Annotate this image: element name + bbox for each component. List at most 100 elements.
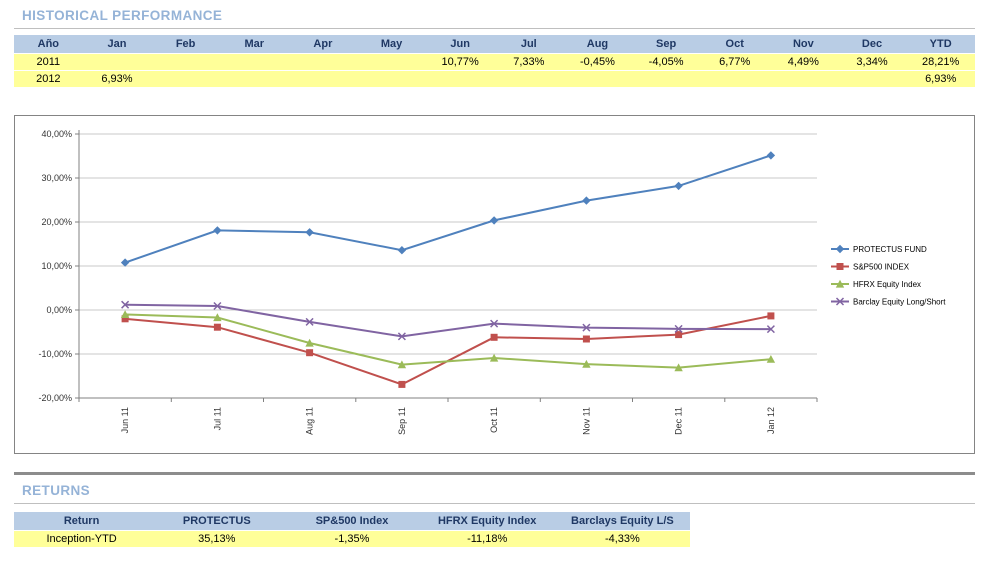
data-point (835, 244, 845, 254)
column-header: Aug (563, 35, 632, 54)
column-header: Año (14, 35, 83, 54)
y-axis-label: -10,00% (38, 349, 72, 359)
data-point (121, 300, 130, 309)
data-point (674, 363, 683, 372)
column-header: Barclays Equity L/S (554, 512, 690, 531)
table-cell: 3,34% (837, 53, 907, 71)
column-header: Return (14, 512, 150, 531)
header-row: Return PROTECTUS SP&500 Index HFRX Equity I… (14, 512, 690, 531)
column-header: Nov (769, 35, 838, 54)
table-cell (82, 53, 152, 71)
table-cell: -1,35% (284, 530, 420, 547)
data-point (398, 380, 406, 388)
table-cell: 7,33% (494, 53, 564, 71)
column-header: SP&500 Index (284, 512, 420, 531)
table-cell (769, 70, 838, 87)
x-axis-label: Jan 12 (766, 407, 776, 434)
table-cell: 4,49% (769, 53, 838, 71)
table-cell: -0,45% (563, 53, 632, 71)
data-point (835, 279, 845, 288)
table-cell (837, 70, 907, 87)
table-cell (425, 70, 495, 87)
series-line (125, 303, 771, 338)
data-point (397, 246, 407, 255)
table-cell: 6,93% (906, 70, 975, 87)
data-point (305, 338, 314, 347)
column-header: HFRX Equity Index (419, 512, 555, 531)
table-row: Inception-YTD 35,13% -1,35% -11,18% -4,33% (14, 530, 690, 547)
table-cell (631, 70, 701, 87)
data-point (306, 349, 314, 357)
table-row: 2012 6,93% 6,93% (14, 70, 975, 87)
data-point (489, 353, 499, 362)
column-header: Mar (219, 35, 289, 54)
performance-chart-svg: 40,00% 30,00% 20,00% 10,00% 0,00% -10,00% -20,… (38, 129, 946, 435)
data-point (674, 181, 683, 191)
title-divider (14, 503, 975, 504)
y-axis-label: -20,00% (38, 393, 72, 403)
historical-performance-title: HISTORICAL PERFORMANCE (22, 8, 223, 23)
x-axis-label: Sep 11 (397, 407, 407, 435)
data-point (213, 301, 222, 311)
data-point (490, 319, 499, 328)
table-cell: 2011 (14, 53, 83, 71)
x-axis-label: Oct 11 (489, 407, 499, 433)
data-point (674, 324, 683, 333)
column-header: May (357, 35, 426, 54)
legend-label: PROTECTUS FUND (853, 245, 927, 254)
table-cell: -4,33% (554, 530, 690, 547)
data-point (213, 226, 222, 235)
column-header: Jun (425, 35, 495, 54)
table-cell: -4,05% (631, 53, 701, 71)
y-axis-label: 0,00% (46, 305, 72, 315)
table-cell (151, 70, 220, 87)
table-cell: 6,77% (700, 53, 770, 71)
series-line (124, 154, 772, 264)
data-point (766, 325, 775, 334)
x-axis-label: Dec 11 (674, 407, 684, 435)
column-header: Sep (631, 35, 701, 54)
data-point (766, 151, 776, 160)
legend-label: S&P500 INDEX (853, 263, 910, 272)
table-cell (357, 53, 426, 71)
data-point (675, 331, 683, 339)
data-point (835, 297, 845, 306)
series-line (125, 313, 771, 369)
data-point (582, 196, 591, 205)
column-header: PROTECTUS (149, 512, 285, 531)
column-header: Jul (494, 35, 564, 54)
x-axis-label: Aug 11 (305, 407, 315, 435)
table-cell: Inception-YTD (14, 530, 150, 547)
data-point (305, 228, 314, 237)
table-cell (357, 70, 426, 87)
table-cell (494, 70, 564, 87)
series-line (125, 314, 772, 386)
table-cell: -11,18% (419, 530, 555, 547)
data-point (490, 333, 498, 341)
legend-label: HFRX Equity Index (853, 280, 921, 289)
data-point (836, 263, 844, 270)
data-point (120, 310, 130, 318)
column-header: Jan (82, 35, 152, 54)
data-point (489, 216, 499, 225)
data-point (582, 359, 591, 368)
data-point (120, 258, 130, 267)
table-cell: 35,13% (149, 530, 285, 547)
data-point (305, 317, 314, 326)
table-cell (288, 53, 358, 71)
title-divider (14, 28, 975, 29)
column-header: Oct (700, 35, 770, 54)
y-axis-label: 10,00% (41, 261, 72, 271)
data-point (767, 312, 775, 320)
table-cell: 28,21% (906, 53, 975, 71)
performance-chart: 40,00% 30,00% 20,00% 10,00% 0,00% -10,00% -20,… (14, 115, 975, 454)
table-cell: 6,93% (82, 70, 152, 87)
table-cell: 10,77% (425, 53, 495, 71)
section-divider (14, 472, 975, 475)
table-cell (700, 70, 770, 87)
table-cell (219, 53, 289, 71)
data-point (582, 323, 591, 332)
y-axis-label: 30,00% (41, 173, 72, 183)
table-cell (151, 53, 220, 71)
